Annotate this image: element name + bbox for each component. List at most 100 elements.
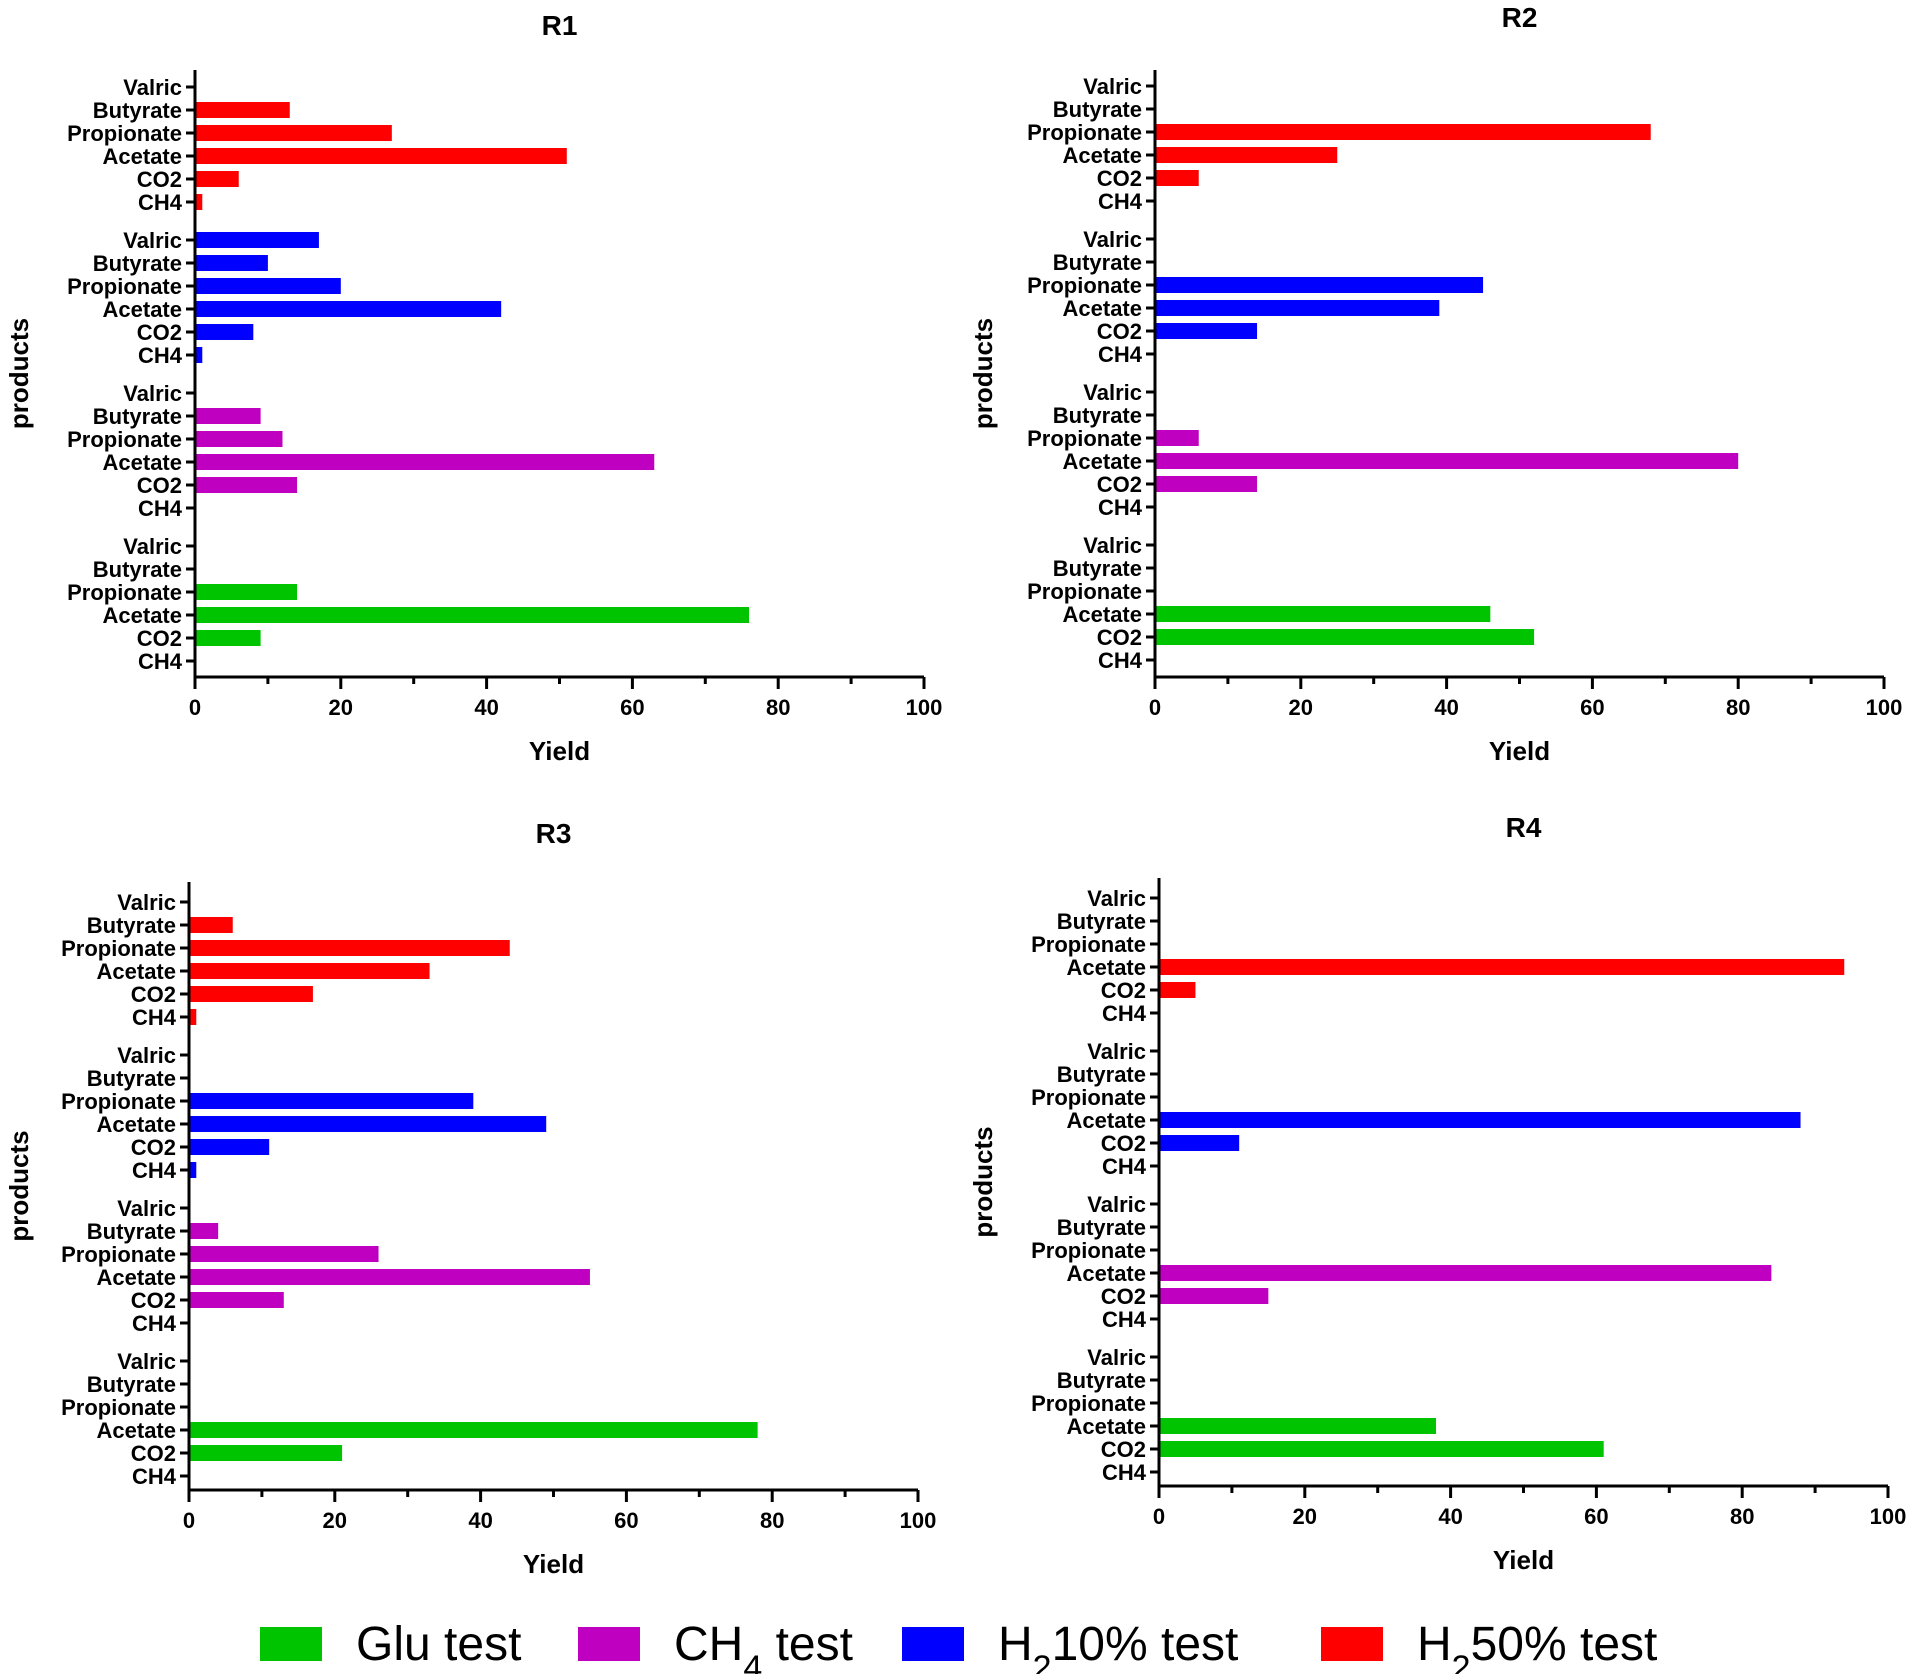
- panel-r2: R2ValricButyratePropionateAcetateCO2CH4V…: [968, 2, 1902, 766]
- y-tick-label: Valric: [123, 381, 182, 406]
- y-tick-label: CH4: [1102, 1307, 1147, 1332]
- y-tick-label: CH4: [1098, 342, 1143, 367]
- y-tick-label: CH4: [1098, 189, 1143, 214]
- x-tick-label: 80: [1730, 1504, 1754, 1529]
- x-axis-title: Yield: [529, 736, 590, 766]
- x-tick-label: 40: [468, 1508, 492, 1533]
- y-tick-label: CH4: [1102, 1154, 1147, 1179]
- y-tick-label: CO2: [1101, 1284, 1146, 1309]
- y-tick-label: CH4: [1098, 648, 1143, 673]
- y-tick-label: Propionate: [61, 1089, 176, 1114]
- y-tick-label: Valric: [117, 1196, 176, 1221]
- bar-h2_10-propionate: [189, 1093, 474, 1109]
- y-tick-label: Propionate: [1027, 120, 1142, 145]
- y-tick-label: Butyrate: [1057, 1215, 1146, 1240]
- bar-ch4-acetate: [195, 454, 655, 470]
- y-tick-label: CO2: [131, 982, 176, 1007]
- y-tick-label: Valric: [117, 1043, 176, 1068]
- x-tick-label: 100: [1866, 695, 1903, 720]
- y-tick-label: CO2: [131, 1288, 176, 1313]
- y-tick-label: Butyrate: [1053, 97, 1142, 122]
- y-tick-label: CH4: [132, 1311, 177, 1336]
- x-tick-label: 40: [474, 695, 498, 720]
- bar-h2_50-acetate: [195, 148, 567, 164]
- y-tick-label: Propionate: [1031, 932, 1146, 957]
- y-tick-label: Butyrate: [93, 557, 182, 582]
- bar-h2_50-acetate: [1159, 959, 1845, 975]
- legend-swatch-ch4: [578, 1627, 640, 1661]
- bar-glu-acetate: [189, 1422, 758, 1438]
- y-tick-label: CH4: [1098, 495, 1143, 520]
- bar-ch4-propionate: [189, 1246, 379, 1262]
- legend-item-ch4: CH4 test: [578, 1618, 853, 1674]
- y-tick-label: Valric: [123, 228, 182, 253]
- y-tick-label: CO2: [1101, 1437, 1146, 1462]
- legend-item-glu: Glu test: [260, 1618, 521, 1671]
- legend-label: H250% test: [1417, 1618, 1657, 1674]
- x-tick-label: 100: [1870, 1504, 1907, 1529]
- bar-ch4-acetate: [1159, 1265, 1772, 1281]
- y-tick-label: Acetate: [103, 450, 182, 475]
- bar-h2_50-butyrate: [195, 102, 290, 118]
- legend-swatch-h2_10: [902, 1627, 964, 1661]
- y-tick-label: Valric: [117, 890, 176, 915]
- y-tick-label: CH4: [132, 1158, 177, 1183]
- bar-glu-acetate: [195, 607, 750, 623]
- y-tick-label: CO2: [1097, 166, 1142, 191]
- x-tick-label: 60: [1580, 695, 1604, 720]
- bar-h2_50-acetate: [1155, 147, 1338, 163]
- bar-ch4-propionate: [195, 431, 283, 447]
- y-tick-label: CO2: [1097, 319, 1142, 344]
- y-tick-label: Butyrate: [1053, 250, 1142, 275]
- y-tick-label: Butyrate: [1057, 1062, 1146, 1087]
- y-tick-label: Acetate: [1063, 602, 1142, 627]
- y-axis-title: products: [4, 1130, 34, 1241]
- bar-ch4-co2: [1155, 476, 1258, 492]
- y-tick-label: CO2: [1101, 978, 1146, 1003]
- y-tick-label: CO2: [1097, 472, 1142, 497]
- y-tick-label: Acetate: [1063, 449, 1142, 474]
- y-tick-label: Propionate: [1027, 579, 1142, 604]
- bar-h2_50-ch4: [195, 194, 203, 210]
- y-tick-label: Butyrate: [87, 1066, 176, 1091]
- x-tick-label: 100: [906, 695, 943, 720]
- x-tick-label: 0: [183, 1508, 195, 1533]
- bar-h2_10-valric: [195, 232, 319, 248]
- x-tick-label: 0: [189, 695, 201, 720]
- panel-title: R2: [1502, 2, 1538, 33]
- bar-h2_10-butyrate: [195, 255, 268, 271]
- y-tick-label: Butyrate: [93, 98, 182, 123]
- y-tick-label: CH4: [138, 649, 183, 674]
- y-tick-label: CH4: [132, 1005, 177, 1030]
- legend-swatch-glu: [260, 1627, 322, 1661]
- bar-h2_50-butyrate: [189, 917, 233, 933]
- bar-h2_10-co2: [1155, 323, 1258, 339]
- x-tick-label: 40: [1438, 1504, 1462, 1529]
- x-tick-label: 80: [1726, 695, 1750, 720]
- bar-ch4-acetate: [189, 1269, 590, 1285]
- y-tick-label: Butyrate: [1057, 909, 1146, 934]
- y-tick-label: Propionate: [1027, 273, 1142, 298]
- y-tick-label: CO2: [137, 626, 182, 651]
- y-tick-label: Propionate: [1027, 426, 1142, 451]
- bar-glu-co2: [189, 1445, 343, 1461]
- bar-ch4-butyrate: [189, 1223, 219, 1239]
- y-tick-label: Valric: [1087, 886, 1146, 911]
- bar-glu-co2: [1159, 1441, 1604, 1457]
- y-axis-title: products: [968, 318, 998, 429]
- bar-h2_10-ch4: [195, 347, 203, 363]
- panel-title: R4: [1506, 812, 1542, 843]
- y-tick-label: Acetate: [97, 1265, 176, 1290]
- y-tick-label: Acetate: [1067, 1108, 1146, 1133]
- y-tick-label: Valric: [1083, 380, 1142, 405]
- y-tick-label: Acetate: [1067, 1261, 1146, 1286]
- y-tick-label: Propionate: [67, 121, 182, 146]
- bar-h2_10-acetate: [189, 1116, 547, 1132]
- y-tick-label: Butyrate: [1053, 403, 1142, 428]
- bar-h2_10-ch4: [189, 1162, 197, 1178]
- y-tick-label: CO2: [137, 473, 182, 498]
- y-tick-label: CO2: [137, 320, 182, 345]
- y-tick-label: Valric: [123, 534, 182, 559]
- x-tick-label: 80: [760, 1508, 784, 1533]
